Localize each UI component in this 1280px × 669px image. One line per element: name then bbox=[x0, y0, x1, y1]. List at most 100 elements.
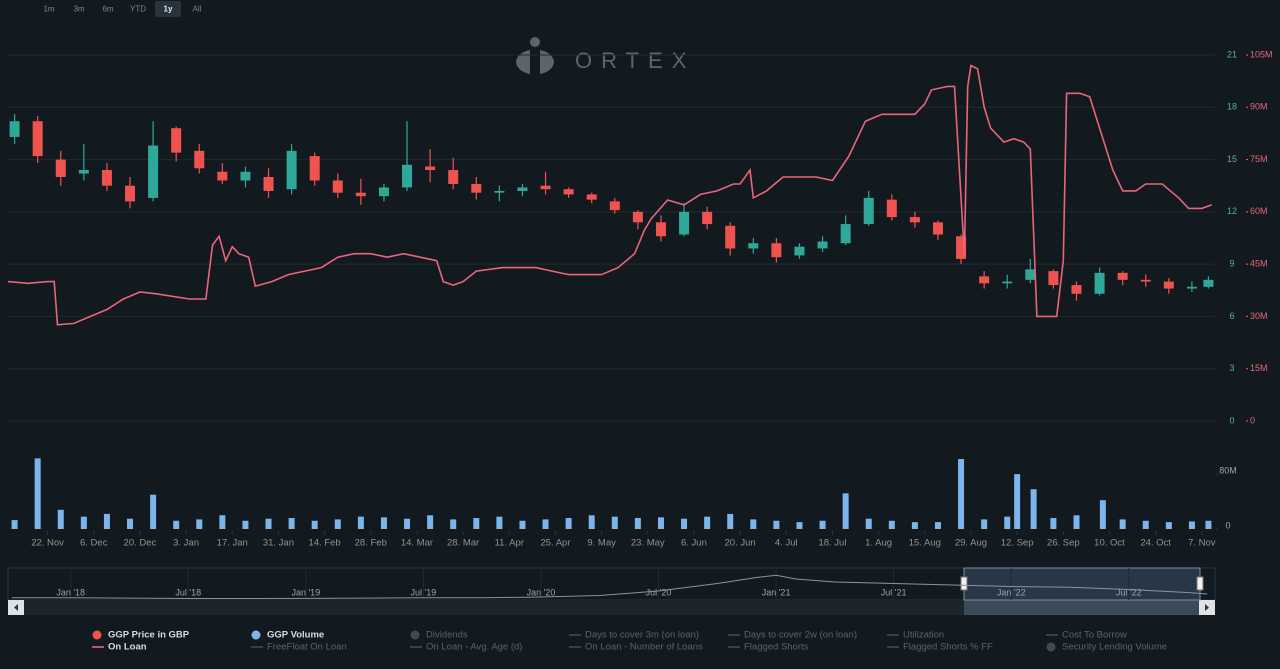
y-tick-label: 0 bbox=[1225, 520, 1230, 530]
volume-bar bbox=[1099, 500, 1106, 529]
legend-item[interactable]: Dividends bbox=[410, 630, 468, 641]
legend-item[interactable]: On Loan - Avg. Age (d) bbox=[410, 642, 522, 653]
y2-tick-label: 30M bbox=[1250, 311, 1268, 321]
legend-item[interactable]: On Loan bbox=[92, 642, 147, 653]
legend-marker bbox=[410, 630, 420, 640]
legend-item[interactable]: On Loan - Number of Loans bbox=[569, 642, 703, 653]
legend-item[interactable]: Days to cover 2w (on loan) bbox=[728, 630, 857, 641]
y2-tick-label: 0 bbox=[1250, 415, 1255, 425]
candle-body bbox=[679, 211, 690, 235]
candle-body bbox=[425, 166, 436, 171]
legend-label: Flagged Shorts bbox=[744, 642, 809, 653]
legend-item[interactable]: Flagged Shorts bbox=[728, 642, 809, 653]
volume-bar bbox=[427, 515, 434, 529]
legend-label: GGP Price in GBP bbox=[108, 630, 190, 641]
legend-marker bbox=[92, 630, 102, 640]
scroll-thumb[interactable] bbox=[964, 600, 1199, 615]
x-tick-label: 23. May bbox=[631, 538, 665, 549]
x-tick-label: 6. Jun bbox=[681, 538, 707, 549]
legend-item[interactable]: Cost To Borrow bbox=[1046, 630, 1127, 641]
candle-body bbox=[78, 170, 89, 174]
x-tick-label: 25. Apr bbox=[540, 538, 570, 549]
volume-bar bbox=[657, 517, 664, 529]
legend-label: Utilization bbox=[903, 630, 944, 641]
candle-body bbox=[817, 241, 828, 249]
y-tick-label: 6 bbox=[1229, 311, 1234, 321]
range-button[interactable]: 3m bbox=[73, 5, 84, 14]
legend-label: On Loan - Number of Loans bbox=[585, 642, 703, 653]
range-button-bg bbox=[155, 1, 181, 17]
volume-bar bbox=[1050, 518, 1057, 529]
legend-item[interactable]: Days to cover 3m (on loan) bbox=[569, 630, 699, 641]
x-tick-label: 10. Oct bbox=[1094, 538, 1125, 549]
navigator-handle[interactable] bbox=[960, 576, 968, 591]
range-button[interactable]: 6m bbox=[102, 5, 113, 14]
volume-bar bbox=[611, 516, 618, 529]
x-tick-label: 6. Dec bbox=[80, 538, 108, 549]
logo: ORTEX bbox=[516, 37, 686, 74]
candle-body bbox=[286, 150, 297, 190]
scroll-right-arrow bbox=[1205, 604, 1209, 611]
volume-bar bbox=[681, 518, 688, 529]
candle-body bbox=[448, 170, 459, 184]
candle-body bbox=[1140, 279, 1151, 282]
candle-body bbox=[1094, 272, 1105, 294]
candle-body bbox=[332, 180, 343, 193]
volume-bar bbox=[1030, 489, 1037, 529]
legend-label: Flagged Shorts % FF bbox=[903, 642, 993, 653]
candle-body bbox=[886, 199, 897, 218]
navigator-label: Jan '21 bbox=[762, 587, 791, 597]
navigator-selection[interactable] bbox=[963, 567, 1201, 601]
y2-tick-label: 60M bbox=[1250, 206, 1268, 216]
x-tick-label: 31. Jan bbox=[263, 538, 294, 549]
navigator-label: Jul '18 bbox=[175, 587, 201, 597]
range-button[interactable]: 1m bbox=[43, 5, 54, 14]
legend-item[interactable]: Utilization bbox=[887, 630, 944, 641]
volume-bar bbox=[842, 493, 849, 529]
legend-item[interactable]: Security Lending Volume bbox=[1046, 642, 1168, 653]
candle-body bbox=[32, 121, 43, 157]
legend-item[interactable]: GGP Volume bbox=[251, 630, 325, 641]
logo-icon bbox=[516, 50, 554, 74]
candle-body bbox=[1186, 286, 1197, 289]
legend-item[interactable]: Flagged Shorts % FF bbox=[887, 642, 993, 653]
volume-bar bbox=[496, 516, 503, 529]
navigator-label: Jul '22 bbox=[1116, 587, 1142, 597]
candle-body bbox=[1071, 285, 1082, 294]
volume-bar bbox=[1188, 521, 1195, 529]
candle-body bbox=[609, 201, 620, 211]
y-tick-label: 18 bbox=[1227, 102, 1237, 112]
legend-item[interactable]: FreeFloat On Loan bbox=[251, 642, 347, 653]
x-tick-label: 26. Sep bbox=[1047, 538, 1080, 549]
legend-label: On Loan bbox=[108, 642, 147, 653]
y2-tick-label: 90M bbox=[1250, 102, 1268, 112]
candle-body bbox=[794, 246, 805, 256]
x-tick-label: 1. Aug bbox=[865, 538, 892, 549]
candle-body bbox=[494, 190, 505, 193]
legend-marker bbox=[251, 630, 261, 640]
candle-body bbox=[702, 211, 713, 225]
volume-bar bbox=[380, 517, 387, 529]
volume-bar bbox=[473, 518, 480, 529]
volume-bar bbox=[150, 494, 157, 529]
scrollbar[interactable] bbox=[8, 600, 1215, 615]
candle-body bbox=[725, 225, 736, 249]
candle-body bbox=[586, 194, 597, 200]
candle-body bbox=[171, 128, 182, 153]
candle-body bbox=[956, 236, 967, 259]
legend-item[interactable]: GGP Price in GBP bbox=[92, 630, 190, 641]
legend-label: Dividends bbox=[426, 630, 468, 641]
legend-label: Cost To Borrow bbox=[1062, 630, 1127, 641]
x-tick-label: 14. Feb bbox=[308, 538, 340, 549]
y-tick-label: 21 bbox=[1227, 49, 1237, 59]
range-button[interactable]: 1y bbox=[164, 5, 173, 14]
navigator-handle[interactable] bbox=[1196, 576, 1204, 591]
x-tick-label: 22. Nov bbox=[31, 538, 64, 549]
candle-body bbox=[979, 276, 990, 284]
candle-body bbox=[517, 187, 528, 191]
range-button[interactable]: All bbox=[193, 5, 202, 14]
candle-body bbox=[771, 243, 782, 258]
volume-bar bbox=[127, 518, 134, 529]
range-button[interactable]: YTD bbox=[130, 5, 146, 14]
legend-label: Security Lending Volume bbox=[1062, 642, 1167, 653]
